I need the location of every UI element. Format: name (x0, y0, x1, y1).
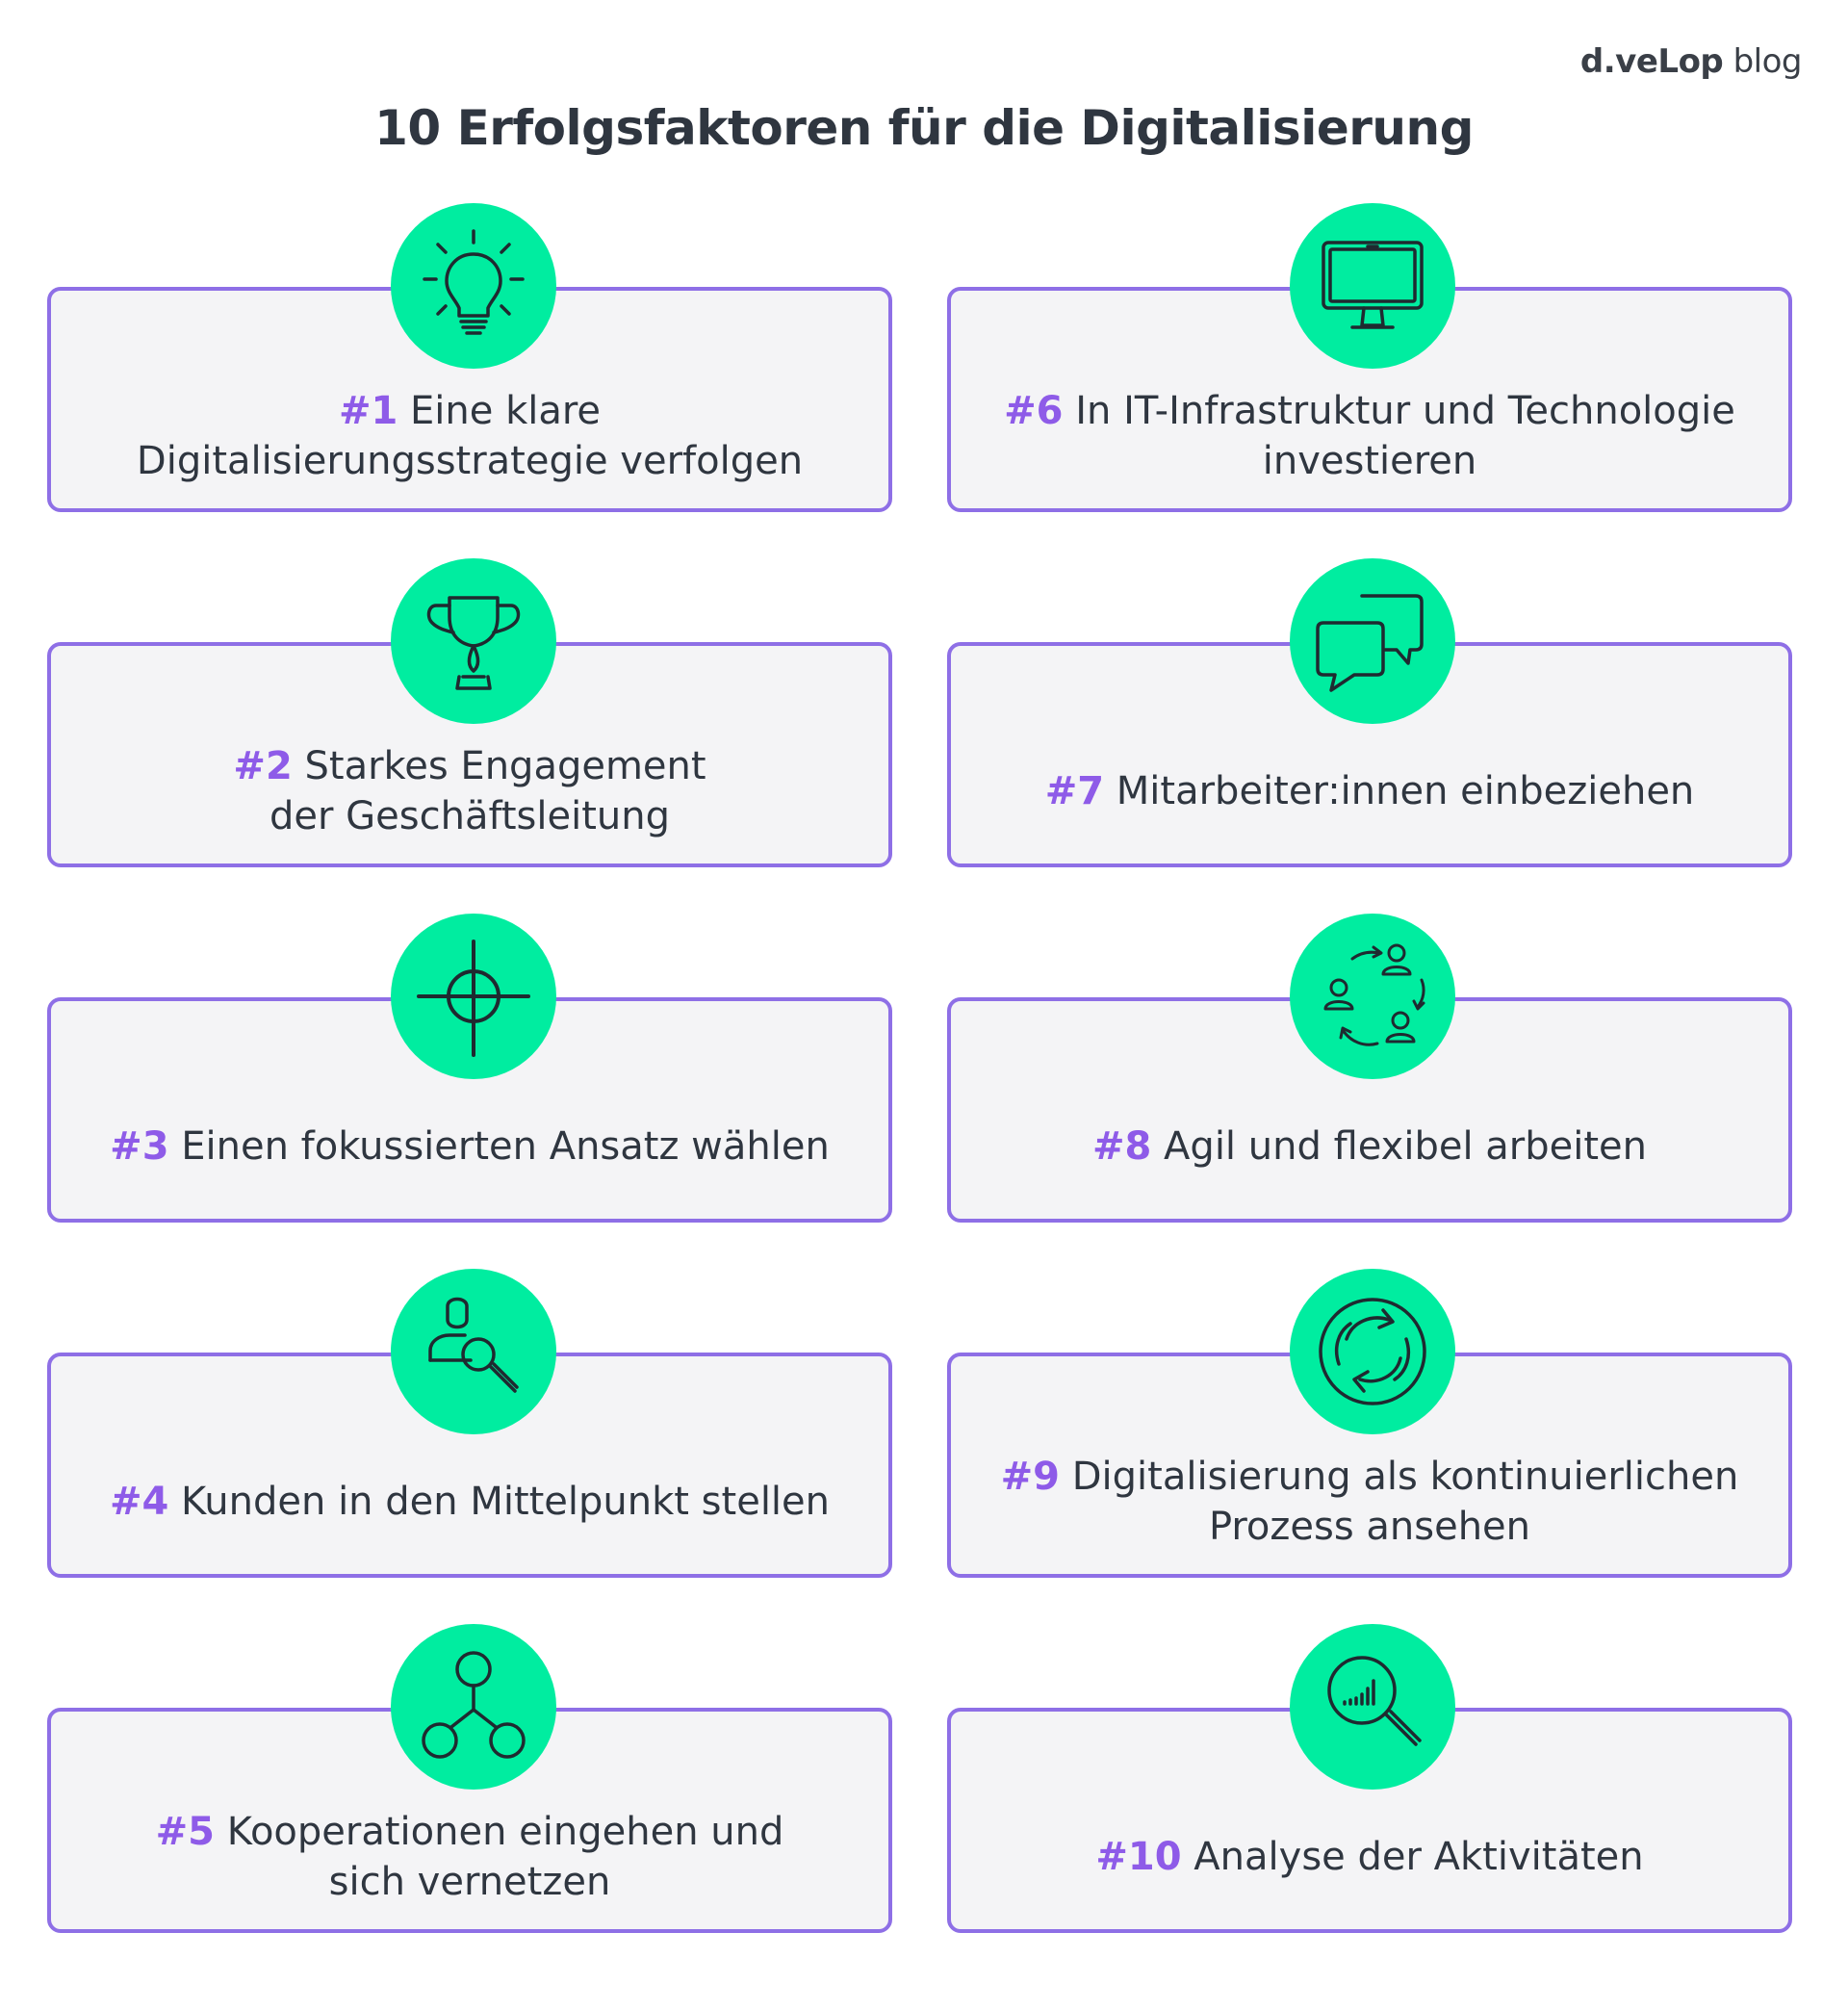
factor-text: #10 Analyse der Aktivitäten (970, 1785, 1769, 1929)
factor-title-line2: sich vernetzen (328, 1860, 611, 1904)
factor-number: #5 (155, 1810, 215, 1854)
factor-number: #9 (1000, 1455, 1061, 1499)
factor-title: Kunden in den Mittelpunkt stellen (168, 1480, 831, 1524)
crosshair-icon (391, 914, 556, 1079)
factor-number: #2 (233, 744, 293, 788)
factor-title-line2: Digitalisierungsstrategie verfolgen (136, 439, 804, 483)
monitor-icon (1290, 203, 1455, 369)
factor-text: #8 Agil und flexibel arbeiten (970, 1074, 1769, 1219)
factor-title: Starkes Engagement (292, 744, 706, 788)
factor-text: #2 Starkes Engagement der Geschäftsleitun… (70, 719, 869, 863)
brand-name: d.veLop (1579, 42, 1724, 81)
factor-title: Kooperationen eingehen und (215, 1810, 784, 1854)
factor-title: Eine klare (398, 389, 602, 433)
customer-search-icon (391, 1269, 556, 1434)
factor-text: #5 Kooperationen eingehen und sich vernet… (70, 1785, 869, 1929)
factor-text: #9 Digitalisierung als kontinuierlichen P… (970, 1430, 1769, 1574)
chat-bubbles-icon (1290, 558, 1455, 724)
factor-title-line2: der Geschäftsleitung (270, 794, 670, 838)
factor-card-10: #10 Analyse der Aktivitäten (947, 1708, 1792, 1933)
factor-title-line2: investieren (1262, 439, 1477, 483)
refresh-cycle-icon (1290, 1269, 1455, 1434)
brand-logo: d.veLop blog (1579, 42, 1803, 81)
factor-number: #10 (1095, 1835, 1182, 1879)
analytics-magnifier-icon (1290, 1624, 1455, 1790)
factor-text: #7 Mitarbeiter:innen einbeziehen (970, 719, 1769, 863)
trophy-icon (391, 558, 556, 724)
factor-title-line2: Prozess ansehen (1208, 1505, 1531, 1549)
factor-number: #8 (1091, 1124, 1152, 1169)
factor-title: Analyse der Aktivitäten (1181, 1835, 1644, 1879)
page-title: 10 Erfolgsfaktoren für die Digitalisieru… (374, 100, 1474, 156)
factor-number: #3 (110, 1124, 169, 1169)
factor-title: Mitarbeiter:innen einbeziehen (1104, 769, 1695, 813)
factor-card-9: #9 Digitalisierung als kontinuierlichen P… (947, 1353, 1792, 1578)
factor-text: #4 Kunden in den Mittelpunkt stellen (70, 1430, 869, 1574)
brand-suffix: blog (1723, 42, 1803, 81)
network-icon (391, 1624, 556, 1790)
factor-text: #1 Eine klare Digitalisierungsstrategie v… (70, 364, 869, 508)
factor-title: Einen fokussierten Ansatz wählen (168, 1124, 830, 1169)
factor-number: #7 (1044, 769, 1105, 813)
factor-text: #6 In IT-Infrastruktur und Technologie in… (970, 364, 1769, 508)
factor-card-6: #6 In IT-Infrastruktur und Technologie in… (947, 287, 1792, 512)
factor-number: #6 (1004, 389, 1064, 433)
lightbulb-icon (391, 203, 556, 369)
factor-number: #1 (338, 389, 398, 433)
people-cycle-icon (1290, 914, 1455, 1079)
factor-title: In IT-Infrastruktur und Technologie (1063, 389, 1735, 433)
factor-title: Agil und flexibel arbeiten (1151, 1124, 1647, 1169)
factor-number: #4 (109, 1480, 169, 1524)
factor-title: Digitalisierung als kontinuierlichen (1060, 1455, 1739, 1499)
factor-text: #3 Einen fokussierten Ansatz wählen (70, 1074, 869, 1219)
